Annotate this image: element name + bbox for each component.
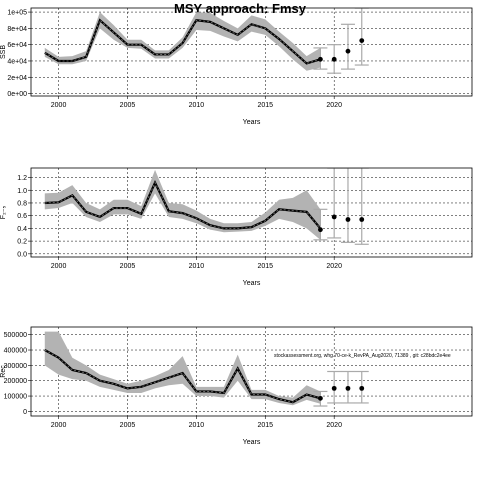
plot-area (31, 8, 472, 96)
median-line-dash (44, 181, 321, 229)
x-tick-label: 2010 (189, 102, 205, 109)
x-tick-label: 2010 (189, 422, 205, 429)
plot-area (31, 327, 472, 416)
projection-point (331, 385, 337, 391)
median-line-dash (44, 349, 321, 403)
y-tick-label: 1.0 (17, 188, 27, 195)
x-axis-label: Years (243, 119, 261, 126)
y-tick-label: 500000 (4, 332, 27, 339)
x-tick-label: 2005 (120, 422, 136, 429)
confidence-band (44, 331, 321, 406)
x-tick-label: 2000 (51, 102, 67, 109)
x-tick-label: 2005 (120, 263, 136, 270)
x-axis-label: Years (243, 280, 261, 287)
confidence-band (44, 169, 321, 240)
plot-area (31, 168, 472, 257)
x-tick-label: 2000 (51, 263, 67, 270)
x-axis-label: Years (243, 439, 261, 446)
panel-frame (30, 326, 473, 417)
y-tick-label: 1e+05 (7, 10, 27, 17)
y-tick-label: 200000 (4, 378, 27, 385)
x-tick-label: 2020 (326, 422, 342, 429)
projection-point (318, 56, 323, 62)
projection-point (359, 217, 365, 222)
projection-point (345, 217, 351, 222)
panel-frame (30, 7, 473, 97)
projection-point (318, 395, 323, 401)
x-tick-label: 2020 (326, 102, 342, 109)
y-tick-label: 400000 (4, 348, 27, 355)
panel-recruitment: 2000 2005 2010 2015 2020 0 100000 200000 300000 4… (0, 326, 473, 446)
y-tick-label: 100000 (4, 394, 27, 401)
y-tick-label: 0 (23, 409, 27, 416)
y-tick-label: 0e+00 (7, 91, 27, 98)
projection-point (345, 48, 351, 54)
figure-title: MSY approach: Fmsy (174, 1, 307, 16)
y-tick-label: 1.2 (17, 175, 27, 182)
y-tick-label: 2e+04 (7, 75, 27, 82)
y-tick-label: 0.0 (17, 251, 27, 258)
panel-ssb: 2000 2005 2010 2015 2020 0e+00 2e+04 4e+04 6e+04… (0, 7, 473, 126)
projection-point (359, 38, 365, 43)
projection-point (359, 385, 365, 391)
panel-fishing-mortality: 2000 2005 2010 2015 2020 0.0 0.2 0.4 0.6 0.8 1.0 1.… (0, 167, 473, 287)
y-tick-label: 0.2 (17, 239, 27, 246)
y-tick-label: 6e+04 (7, 42, 27, 49)
y-tick-label: 0.4 (17, 226, 27, 233)
y-tick-label: 0.6 (17, 213, 27, 220)
x-tick-label: 2015 (257, 422, 273, 429)
x-tick-label: 2020 (326, 263, 342, 270)
y-tick-label: 4e+04 (7, 58, 27, 65)
projection-point (331, 214, 337, 220)
y-tick-label: 300000 (4, 363, 27, 370)
x-tick-label: 2010 (189, 263, 205, 270)
y-axis-label: F₂₋₅ (0, 206, 7, 220)
projection-point (331, 56, 337, 62)
x-tick-label: 2005 (120, 102, 136, 109)
source-annotation: stockassessment.org, whg.70-ce-k_RevPA_A… (274, 353, 451, 359)
x-tick-label: 2000 (51, 422, 67, 429)
projection-point (318, 227, 323, 233)
y-axis-label: SSB (0, 45, 7, 59)
y-tick-label: 0.8 (17, 200, 27, 207)
x-tick-label: 2015 (257, 263, 273, 270)
y-axis-label: Rec (0, 365, 7, 378)
y-tick-label: 8e+04 (7, 26, 27, 33)
panel-frame (30, 167, 473, 258)
median-line-dash (44, 19, 321, 64)
x-tick-label: 2015 (257, 102, 273, 109)
projection-point (345, 385, 351, 391)
